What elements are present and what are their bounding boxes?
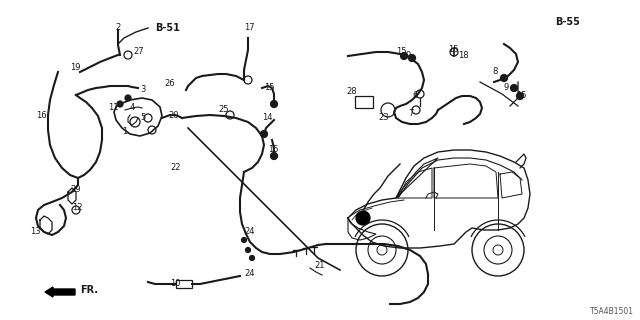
- Text: 9: 9: [504, 84, 509, 92]
- Circle shape: [401, 52, 408, 60]
- Circle shape: [511, 84, 518, 92]
- Circle shape: [408, 54, 415, 61]
- Text: 12: 12: [72, 204, 83, 212]
- Text: 13: 13: [30, 228, 40, 236]
- Text: B-55: B-55: [555, 17, 580, 27]
- Circle shape: [246, 247, 250, 252]
- Bar: [176, 280, 192, 288]
- Circle shape: [271, 100, 278, 108]
- Circle shape: [117, 101, 123, 107]
- Text: 15: 15: [516, 92, 527, 100]
- Text: 24: 24: [244, 269, 255, 278]
- Text: 7: 7: [408, 109, 413, 118]
- Text: FR.: FR.: [80, 285, 98, 295]
- Circle shape: [271, 153, 278, 159]
- Text: 29: 29: [70, 186, 81, 195]
- Text: 17: 17: [244, 23, 255, 33]
- Text: 23: 23: [378, 114, 388, 123]
- Text: 1: 1: [122, 127, 127, 137]
- Text: 24: 24: [244, 228, 255, 236]
- Text: 9: 9: [406, 52, 412, 60]
- Circle shape: [516, 92, 524, 100]
- Text: 28: 28: [346, 87, 356, 97]
- Text: B-51: B-51: [155, 23, 180, 33]
- Circle shape: [250, 255, 255, 260]
- Text: 8: 8: [492, 68, 497, 76]
- Text: 15: 15: [268, 146, 278, 155]
- Text: 14: 14: [262, 114, 273, 123]
- Text: 11: 11: [108, 103, 118, 113]
- Circle shape: [125, 95, 131, 101]
- Text: 21: 21: [314, 261, 324, 270]
- Text: 6: 6: [412, 92, 417, 100]
- Text: 15: 15: [396, 47, 406, 57]
- Text: 15: 15: [264, 84, 275, 92]
- Text: 27: 27: [133, 47, 143, 57]
- Bar: [355, 96, 373, 108]
- Text: 18: 18: [458, 52, 468, 60]
- Circle shape: [260, 131, 268, 138]
- Text: T5A4B1501: T5A4B1501: [590, 308, 634, 316]
- Text: 25: 25: [218, 106, 228, 115]
- FancyArrow shape: [45, 287, 75, 297]
- Text: 20: 20: [168, 110, 179, 119]
- Circle shape: [241, 237, 246, 243]
- Text: 4: 4: [130, 103, 135, 113]
- Text: 3: 3: [140, 85, 145, 94]
- Text: 22: 22: [170, 164, 180, 172]
- Circle shape: [356, 211, 370, 225]
- Text: 5: 5: [140, 114, 145, 123]
- Circle shape: [500, 75, 508, 82]
- Text: 26: 26: [164, 79, 175, 89]
- Text: 19: 19: [70, 63, 81, 73]
- Text: 15: 15: [448, 45, 458, 54]
- Text: 16: 16: [36, 110, 47, 119]
- Text: 2: 2: [115, 23, 120, 33]
- Text: 10: 10: [170, 279, 180, 289]
